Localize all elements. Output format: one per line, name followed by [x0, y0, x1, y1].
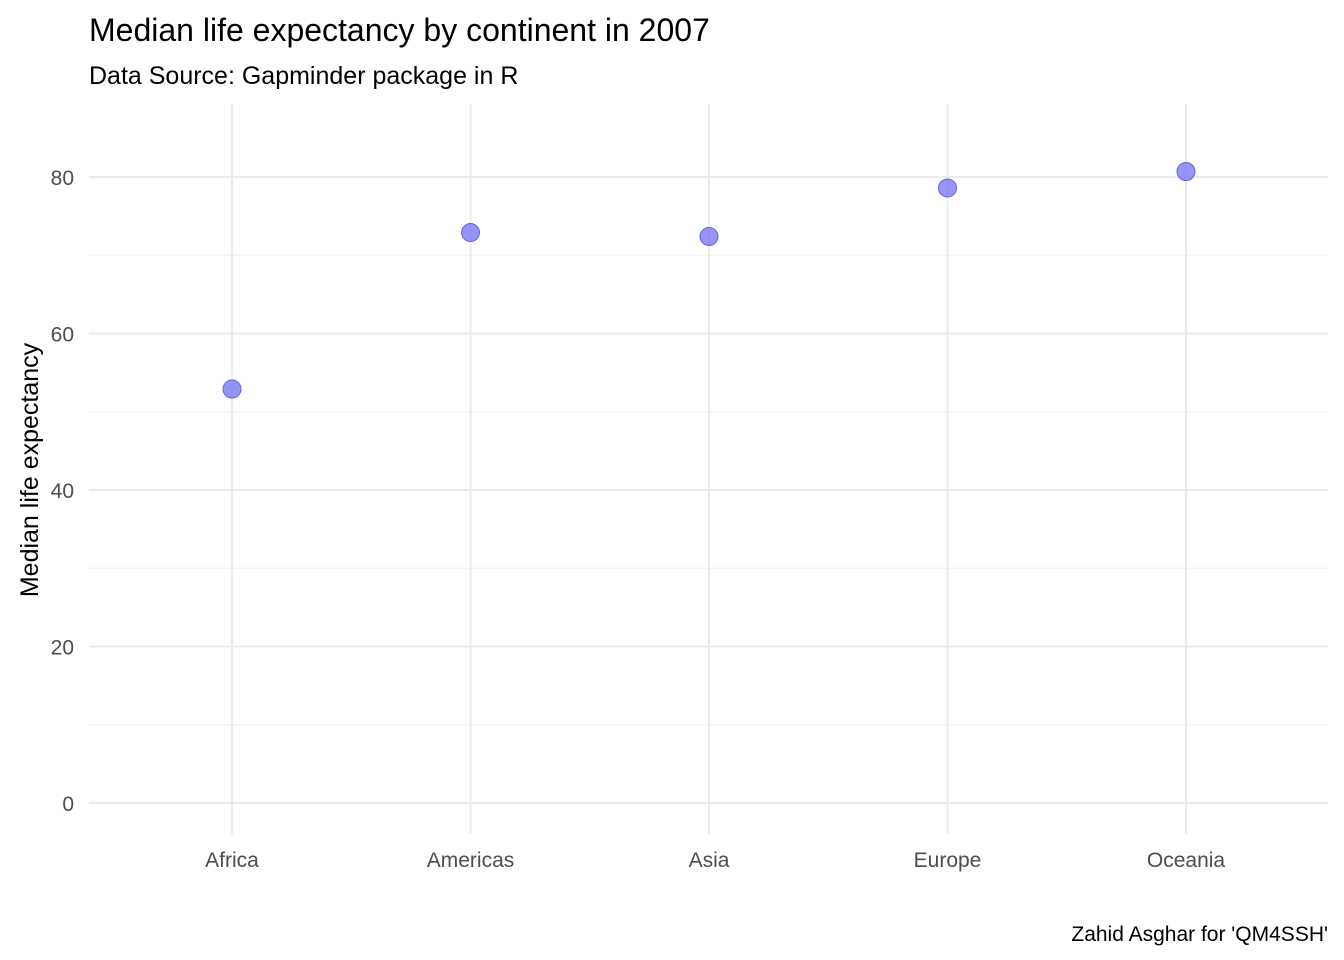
- x-axis-tick-labels: Africa Americas Asia Europe Oceania: [205, 849, 1225, 872]
- y-tick-label: 40: [51, 480, 74, 503]
- y-axis-title: Median life expectancy: [16, 342, 44, 597]
- chart-title: Median life expectancy by continent in 2…: [89, 12, 710, 48]
- x-tick-label: Asia: [689, 849, 730, 872]
- y-axis-tick-labels: 0 20 40 60 80: [51, 167, 74, 816]
- x-tick-label: Americas: [427, 849, 515, 872]
- y-tick-label: 20: [51, 637, 74, 660]
- y-tick-label: 0: [62, 793, 74, 816]
- data-point: [222, 379, 242, 399]
- data-point: [1176, 162, 1196, 182]
- y-tick-label: 80: [51, 167, 74, 190]
- data-point: [461, 223, 480, 243]
- data-points: [222, 162, 1196, 399]
- chart-subtitle: Data Source: Gapminder package in R: [89, 62, 518, 90]
- data-point: [699, 226, 719, 246]
- y-tick-label: 60: [51, 324, 74, 347]
- x-tick-label: Europe: [914, 849, 982, 872]
- x-tick-label: Africa: [205, 849, 259, 872]
- x-tick-label: Oceania: [1147, 849, 1226, 872]
- data-point: [938, 178, 957, 198]
- chart-caption: Zahid Asghar for 'QM4SSH': [1071, 923, 1328, 946]
